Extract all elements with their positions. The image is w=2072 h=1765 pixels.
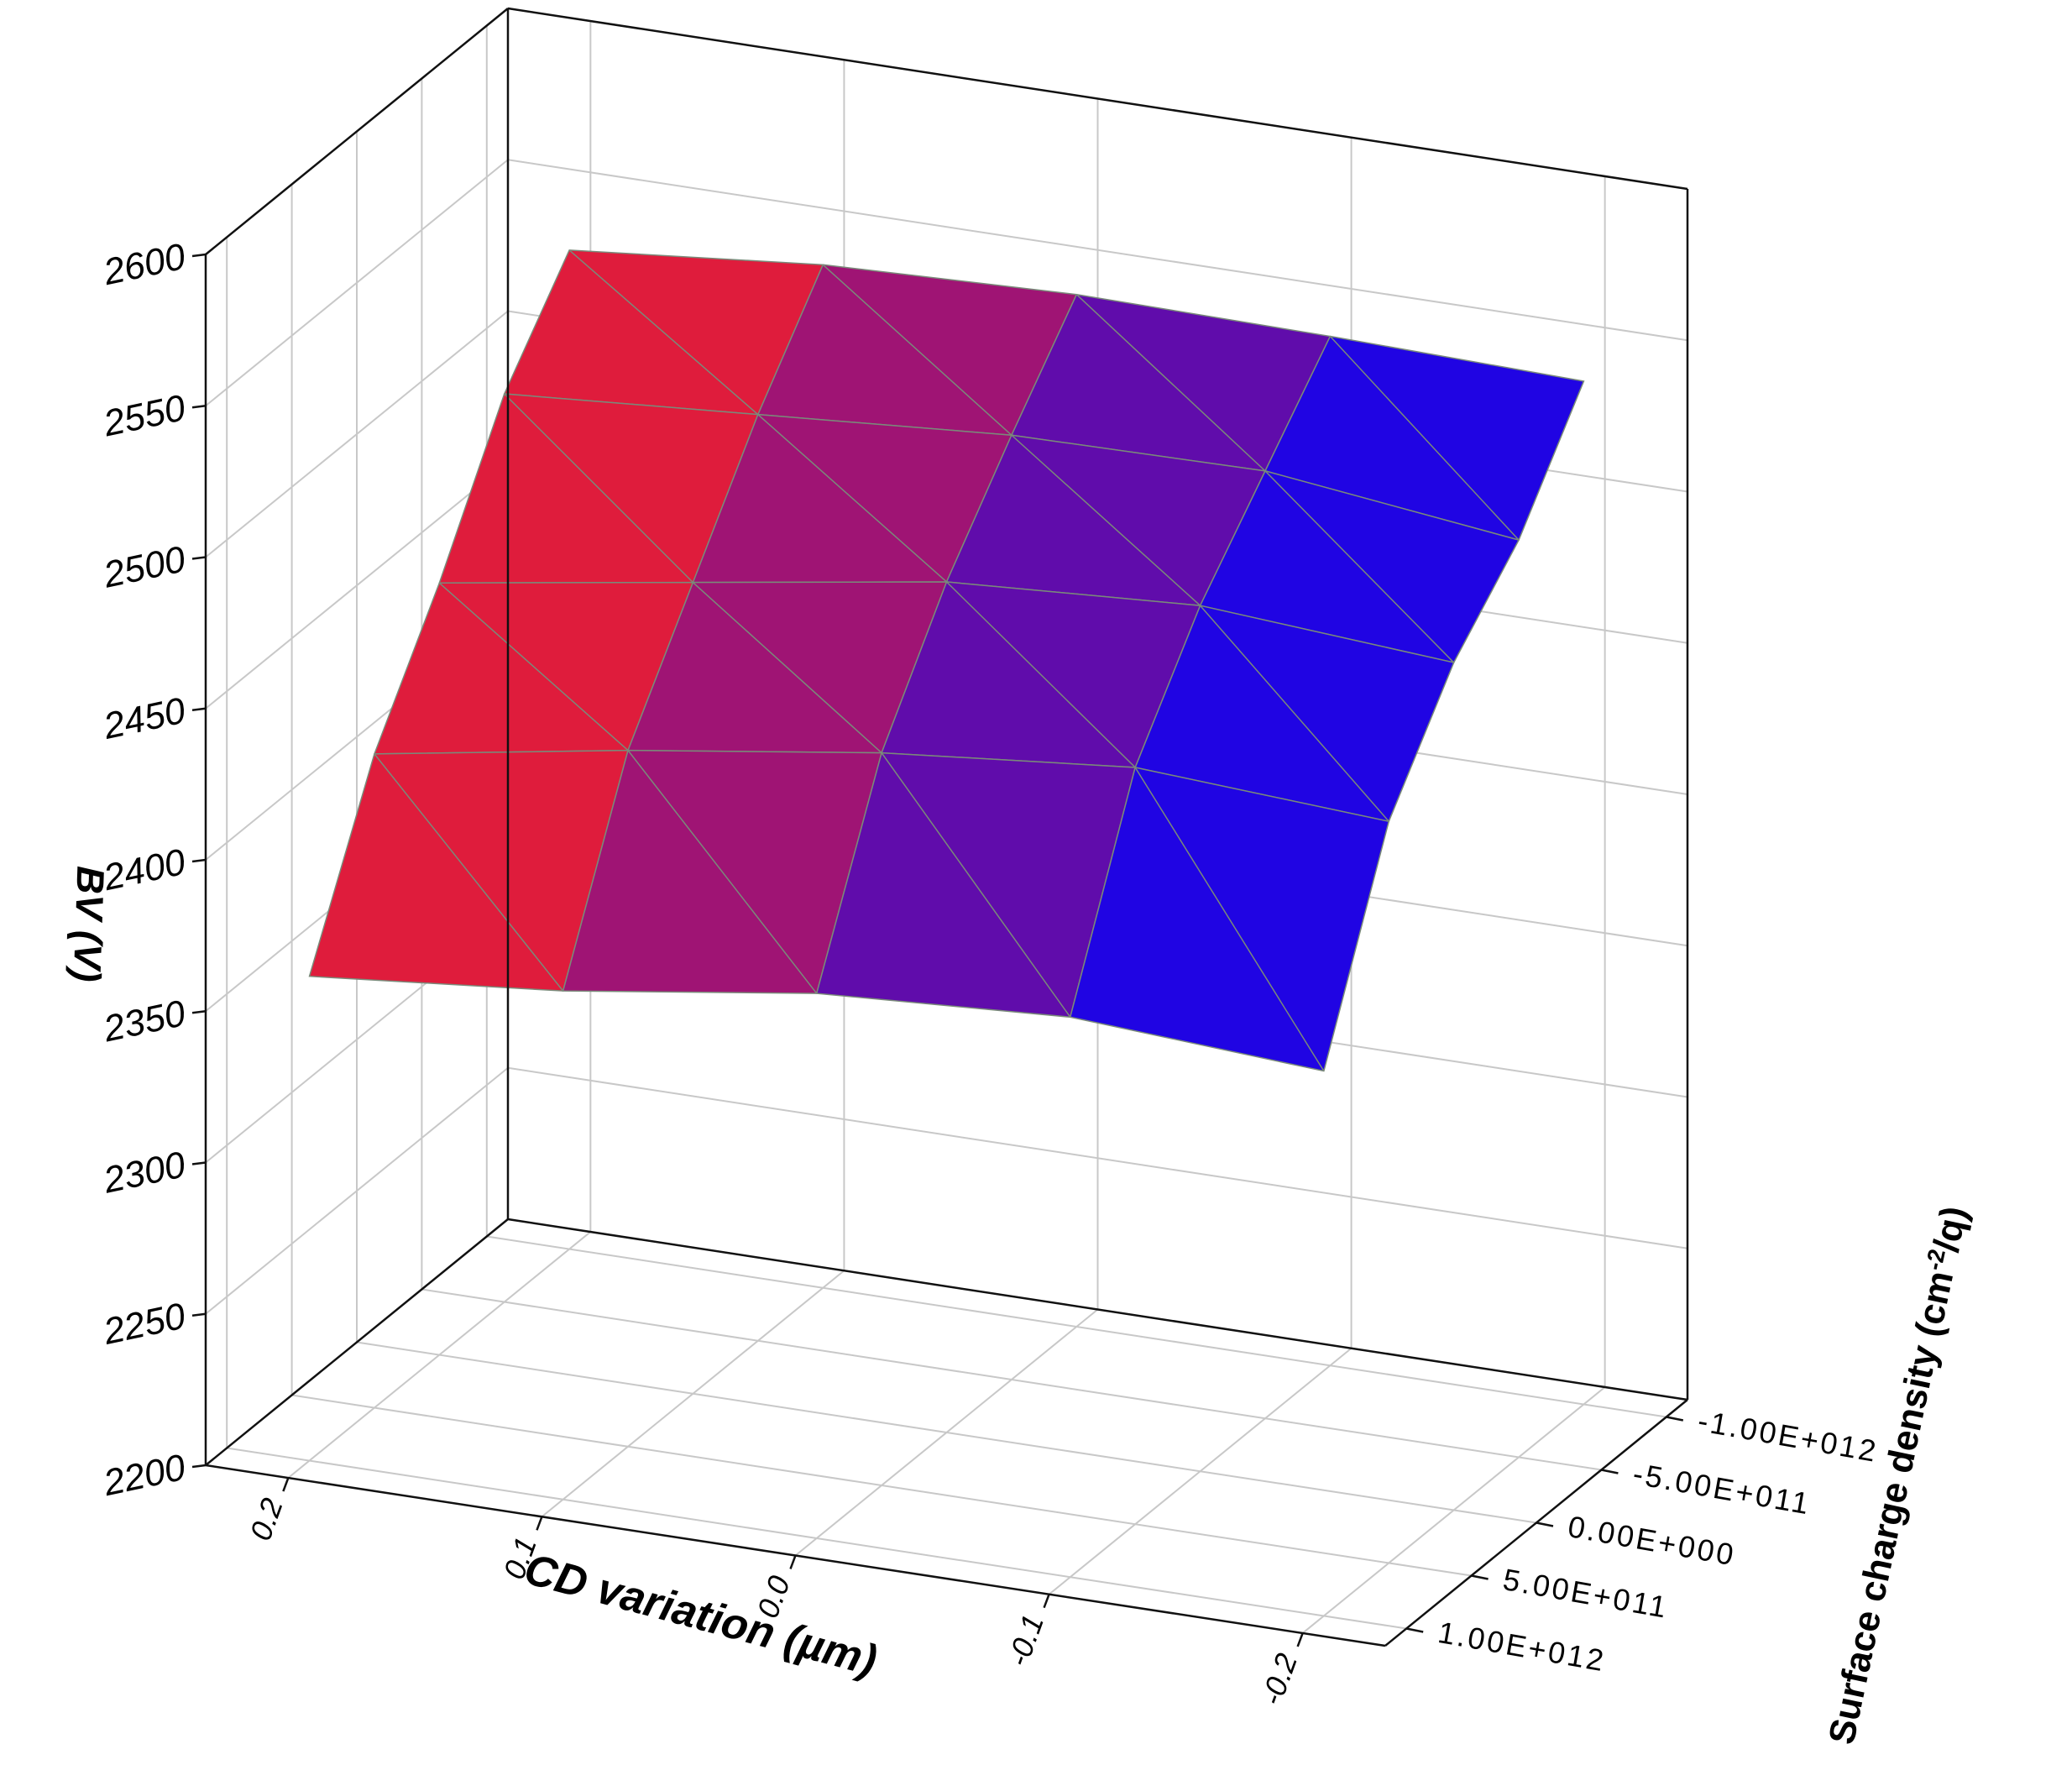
axis-line — [507, 1218, 1688, 1401]
mesh-diagonal — [1011, 434, 1201, 606]
y-axis-title-tail: /q) — [1926, 1202, 1975, 1255]
mesh-diagonal — [692, 582, 882, 754]
y-tick-label: 5.00E+011 — [1500, 1562, 1672, 1625]
mesh-diagonal — [1200, 605, 1389, 822]
z-tick-label: 2600 — [99, 236, 189, 294]
z-tick — [191, 1161, 207, 1165]
x-tick — [536, 1516, 543, 1531]
axis-line — [507, 7, 1688, 191]
mesh-diagonal — [1329, 336, 1520, 541]
mesh-diagonal — [504, 393, 693, 584]
z-tick — [191, 1312, 207, 1317]
y-tick — [1601, 1469, 1619, 1474]
x-axis-title: CD variation (µm) — [519, 1545, 882, 1686]
z-tick — [191, 707, 207, 711]
z-tick-label: 2300 — [99, 1144, 189, 1202]
z-tick-label: 2450 — [99, 689, 189, 747]
mesh-diagonal — [438, 582, 629, 752]
z-tick — [191, 556, 207, 560]
mesh-diagonal — [1134, 767, 1325, 1071]
y-tick-label: -1.00E+012 — [1695, 1403, 1881, 1469]
z-tick — [191, 253, 207, 258]
x-tick-label: -0.2 — [1253, 1649, 1304, 1710]
y-tick-label: 0.00E+000 — [1566, 1509, 1739, 1572]
mesh-diagonal — [568, 249, 759, 416]
grid-line — [421, 1288, 1602, 1471]
z-axis-title: BV (V) — [65, 866, 113, 983]
y-axis-title: Surface charge density (cm-2/q) — [1819, 1202, 1975, 1748]
z-tick — [191, 405, 207, 409]
grid-line — [486, 1235, 1666, 1418]
mesh-diagonal — [822, 264, 1012, 436]
mesh-diagonal — [945, 581, 1136, 768]
axis-line — [205, 8, 509, 255]
x-tick — [282, 1477, 290, 1492]
mesh-diagonal — [374, 753, 564, 992]
y-tick — [1471, 1574, 1489, 1580]
grid-line — [356, 1341, 1537, 1524]
grid-line — [227, 1447, 1407, 1630]
z-tick — [191, 1010, 207, 1014]
x-tick — [789, 1555, 797, 1569]
x-tick — [1043, 1594, 1050, 1609]
z-tick — [191, 1464, 207, 1469]
z-tick-label: 2200 — [99, 1447, 189, 1505]
y-axis-title-main: Surface charge density (cm — [1821, 1267, 1961, 1747]
mesh-diagonal — [627, 750, 818, 994]
mesh-diagonal — [1264, 470, 1455, 663]
surface-mesh — [308, 249, 1585, 1072]
grid-line — [291, 1394, 1472, 1577]
y-tick — [1536, 1521, 1554, 1527]
axes — [191, 7, 1689, 1647]
z-tick-label: 2500 — [99, 538, 189, 596]
z-tick-label: 2350 — [99, 992, 189, 1050]
y-tick — [1405, 1627, 1424, 1633]
z-tick — [191, 858, 207, 863]
y-tick-label: -5.00E+011 — [1630, 1456, 1813, 1521]
x-tick — [1296, 1632, 1304, 1647]
z-tick-label: 2550 — [99, 387, 189, 445]
mesh-diagonal — [881, 752, 1071, 1018]
y-tick-label: 1.00E+012 — [1436, 1615, 1609, 1678]
x-tick-label: -0.1 — [1000, 1610, 1050, 1670]
mesh-diagonal — [1075, 294, 1266, 472]
mesh-diagonal — [757, 414, 947, 583]
x-tick-label: 0.2 — [243, 1494, 290, 1545]
z-tick-label: 2250 — [99, 1295, 189, 1353]
axis-line — [205, 1218, 509, 1466]
y-tick — [1666, 1416, 1684, 1422]
